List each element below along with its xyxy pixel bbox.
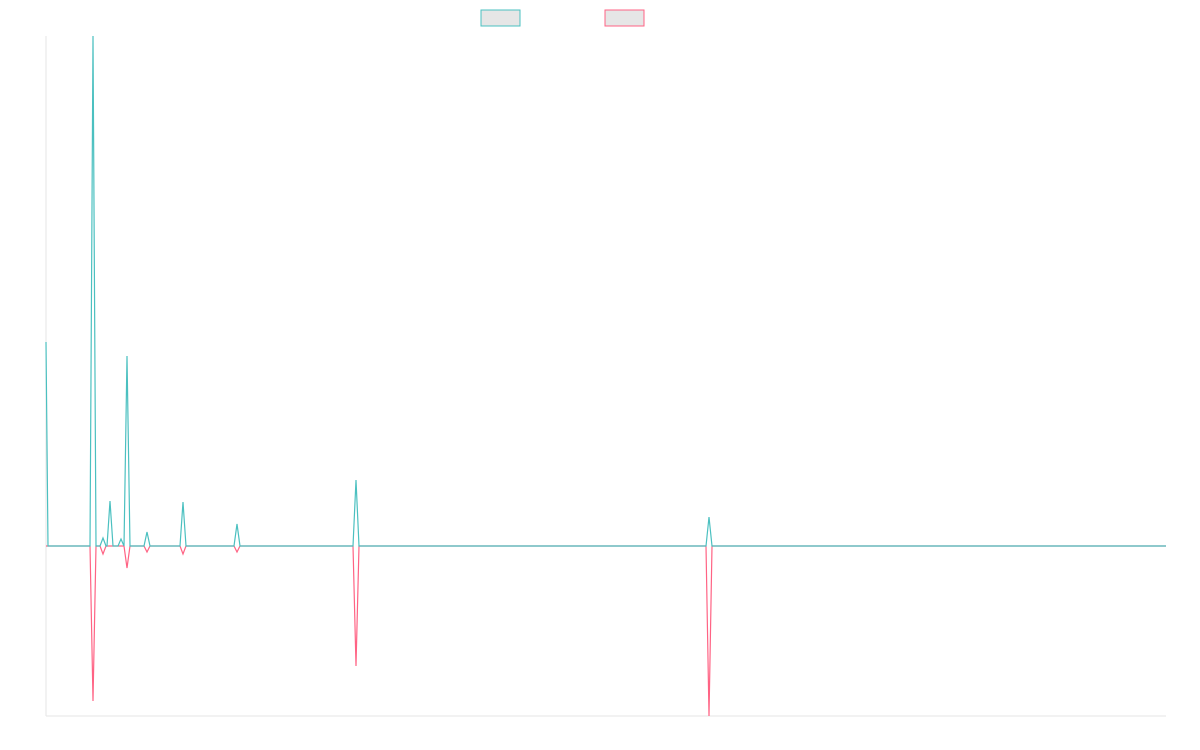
- legend-swatch: [604, 9, 645, 27]
- series-line: [45, 35, 1166, 547]
- legend-swatch: [480, 9, 521, 27]
- legend: [480, 9, 645, 27]
- series-line: [46, 545, 1166, 717]
